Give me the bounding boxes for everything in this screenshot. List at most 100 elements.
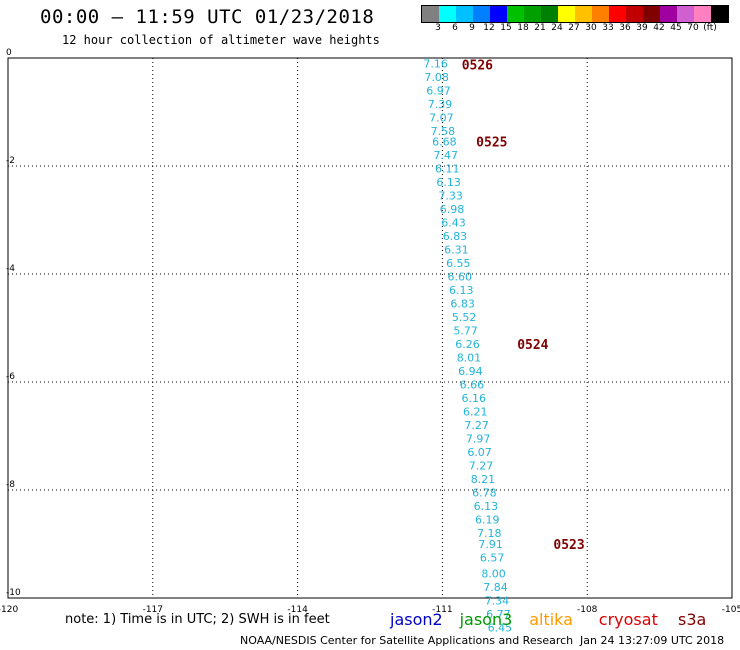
satellite-s3a: s3a [678, 610, 707, 629]
y-tick-label: -10 [6, 588, 21, 598]
wave-height-value: 6.13 [474, 500, 499, 513]
wave-height-value: 6.13 [436, 176, 461, 189]
satellite-altika: altika [529, 610, 573, 629]
legend-label: 21 [534, 23, 546, 33]
wave-height-value: 8.01 [457, 352, 482, 365]
satellite-cryosat: cryosat [598, 610, 658, 629]
legend-swatch [694, 6, 711, 22]
wave-height-value: 6.98 [440, 203, 465, 216]
wave-height-value: 7.39 [428, 98, 453, 111]
legend-label: 3 [435, 23, 441, 33]
footnote: note: 1) Time is in UTC; 2) SWH is in fe… [65, 612, 330, 627]
legend-swatch [507, 6, 524, 22]
wave-height-value: 5.77 [453, 325, 478, 338]
wave-height-value: 7.33 [438, 190, 463, 203]
wave-height-value: 6.66 [460, 379, 485, 392]
x-tick-label: -111 [432, 605, 452, 615]
wave-height-value: 6.43 [441, 217, 466, 230]
wave-height-value: 6.21 [463, 406, 488, 419]
wave-height-value: 7.27 [464, 419, 489, 432]
pass-label: 0526 [462, 58, 493, 73]
wave-height-value: 7.91 [478, 538, 503, 551]
wave-height-value: 7.47 [434, 149, 459, 162]
legend-swatch [711, 6, 728, 22]
x-tick-label: -108 [577, 605, 598, 615]
legend-swatch [575, 6, 592, 22]
pass-label: 0524 [517, 338, 548, 353]
map-frame [7, 57, 733, 599]
legend-label: 30 [585, 23, 597, 33]
pass-label: 0523 [553, 538, 584, 553]
wave-height-value: 6.94 [458, 365, 483, 378]
legend-label: 12 [483, 23, 495, 33]
legend-swatch [677, 6, 694, 22]
x-tick-label: -114 [287, 605, 308, 615]
legend-swatch [456, 6, 473, 22]
wave-height-value: 6.11 [435, 163, 460, 176]
wave-height-value: 7.07 [429, 111, 454, 124]
credit-line: NOAA/NESDIS Center for Satellite Applica… [240, 634, 574, 647]
legend-swatch [643, 6, 660, 22]
pass-label: 0525 [476, 136, 507, 151]
legend-swatch [541, 6, 558, 22]
x-tick-label: -120 [0, 605, 18, 615]
wave-height-value: 5.52 [452, 311, 477, 324]
wave-height-value: 7.27 [469, 460, 494, 473]
legend-label: 6 [452, 23, 458, 33]
wave-height-value: 7.16 [423, 57, 448, 70]
wave-height-value: 6.68 [432, 136, 457, 149]
wave-height-value: 6.60 [448, 271, 473, 284]
wave-height-value: 7.58 [431, 125, 456, 138]
x-tick-label: -117 [143, 605, 163, 615]
wave-height-value: 6.57 [480, 552, 505, 565]
wave-height-value: 8.21 [471, 473, 496, 486]
legend-label: 15 [500, 23, 512, 33]
wave-height-value: 6.45 [488, 622, 513, 635]
satellite-jason2: jason2 [390, 610, 443, 629]
y-tick-label: -8 [6, 480, 15, 490]
legend-label: 27 [568, 23, 580, 33]
legend-swatch [660, 6, 677, 22]
wave-height-value: 6.16 [462, 392, 487, 405]
page-title: 00:00 – 11:59 UTC 01/23/2018 [40, 6, 375, 28]
y-tick-label: -2 [6, 156, 15, 166]
legend-swatch [609, 6, 626, 22]
wave-height-value: 6.31 [444, 244, 469, 257]
wave-height-value: 7.34 [485, 595, 510, 608]
wave-height-value: 6.83 [450, 298, 475, 311]
legend-label: 24 [551, 23, 563, 33]
wave-height-value: 6.78 [472, 487, 497, 500]
wave-height-value: 8.00 [481, 568, 506, 581]
legend-swatch [473, 6, 490, 22]
wave-height-value: 7.08 [424, 71, 449, 84]
legend-label: 9 [469, 23, 475, 33]
wave-height-value: 6.97 [426, 84, 451, 97]
legend-label: 18 [517, 23, 529, 33]
x-tick-label: -105 [722, 605, 740, 615]
legend-label: (ft) [703, 23, 717, 33]
wave-height-value: 6.55 [446, 257, 471, 270]
wave-height-value: 7.84 [483, 581, 508, 594]
wave-height-value: 6.26 [455, 338, 480, 351]
legend-swatch [422, 6, 439, 22]
y-tick-label: -4 [6, 264, 15, 274]
y-tick-label: 0 [6, 48, 12, 58]
wave-height-value: 7.97 [466, 433, 491, 446]
wave-height-value: 6.19 [475, 514, 500, 527]
legend-swatch [490, 6, 507, 22]
legend-swatch [626, 6, 643, 22]
legend-swatch [592, 6, 609, 22]
legend-label: 33 [602, 23, 614, 33]
legend-label: 42 [653, 23, 665, 33]
wave-height-value: 6.13 [449, 284, 474, 297]
legend-swatch [558, 6, 575, 22]
wave-height-value: 6.07 [467, 446, 492, 459]
page-subtitle: 12 hour collection of altimeter wave hei… [62, 33, 380, 47]
satellite-jason3: jason3 [459, 610, 513, 629]
generation-timestamp: Jan 24 13:27:09 UTC 2018 [580, 634, 725, 647]
color-scale-legend [421, 5, 729, 23]
legend-label: 39 [636, 23, 648, 33]
legend-label: 45 [670, 23, 682, 33]
legend-label: 70 [687, 23, 699, 33]
